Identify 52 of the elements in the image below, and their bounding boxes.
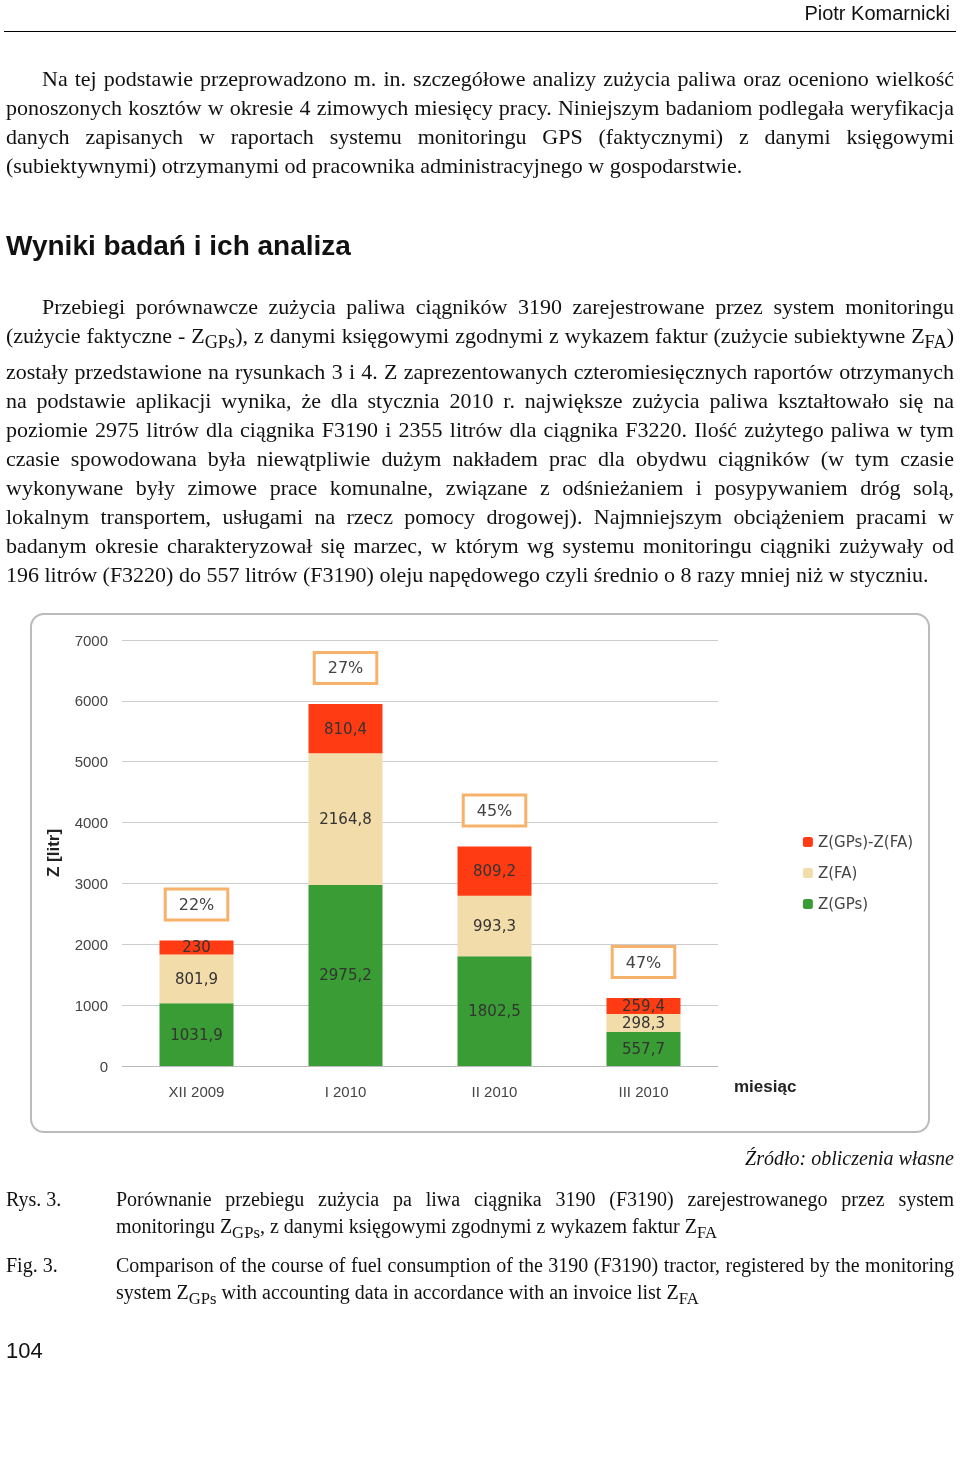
text: 104 (6, 1338, 44, 1365)
data-label: 1802,5 (468, 1002, 521, 1021)
data-label: 2164,8 (319, 810, 372, 829)
bar (606, 1032, 681, 1067)
y-tick-label: 1000 (74, 997, 108, 1015)
annotation: 47% (625, 953, 662, 973)
bar (457, 956, 532, 1067)
y-tick-label: 7000 (74, 631, 108, 649)
bar (457, 847, 532, 897)
data-label: 810,4 (324, 719, 367, 738)
legend-label: Z(GPs)-Z(FA) (817, 833, 913, 852)
data-label: 809,2 (473, 862, 516, 881)
annotation: 27% (327, 658, 364, 678)
bar (308, 753, 383, 886)
text: Porównanie przebiegu zużycia pa liwa ciągnika 3190 (F3190) zarejestrowanego przez system monitoringu Z$_{GPs}$, z danymi księgowymi zgodnymi z wykazem faktur Z$_{FA}$ (116, 1187, 954, 1245)
caption: Fig. 3. (6, 1253, 59, 1279)
text: Źródło: obliczenia własne (744, 1147, 954, 1171)
data-label: 1031,9 (170, 1025, 223, 1044)
annotation: 22% (178, 895, 215, 915)
x-axis-title: miesiąc (734, 1077, 797, 1097)
data-label: 993,3 (473, 917, 516, 936)
legend-label: Z(FA) (817, 864, 858, 883)
y-tick-label: 5000 (74, 753, 108, 771)
data-label: 557,7 (622, 1040, 665, 1059)
text: Na tej podstawie przeprowadzono m. in. szczegółowe analizy zużycia paliwa oraz oceniono wielkość ponoszonych kosztów w okresie 4 zimowych miesięcy pracy. Niniejszym badaniom podlegała weryfikacja danych zapisanych w raportach systemu monitoringu GPS (faktycznymi) z danymi księgowymi (subiektywnymi) otrzymanymi od pracownika administracyjnego w gospodarstwie. (6, 65, 954, 180)
legend-label: Z(GPs) (817, 895, 869, 914)
y-tick-label: 0 (99, 1057, 108, 1075)
data-label: 801,9 (175, 970, 218, 989)
annotation: 45% (476, 801, 513, 821)
y-axis-title: Z [litr] (44, 829, 63, 878)
bar (308, 704, 383, 754)
text: Comparison of the course of fuel consumption of the 3190 (F3190) tractor, registered by the monitoring system Z$_{GPs}$ with accounting data in accordance with an invoice list Z$_{FA}$ (116, 1253, 954, 1311)
data-label: 259,4 (622, 997, 665, 1016)
y-tick-label: 6000 (74, 692, 108, 710)
y-tick-label: 3000 (74, 875, 108, 893)
x-tick-label: II 2010 (471, 1083, 518, 1101)
text: Wyniki badań i ich analiza (6, 230, 352, 262)
bar (159, 954, 234, 1004)
bar (308, 885, 383, 1067)
y-tick-label: 4000 (74, 814, 108, 832)
data-label: 2975,2 (319, 966, 372, 985)
text: Piotr Komarnicki (4, 0, 956, 32)
x-tick-label: I 2010 (324, 1083, 367, 1101)
data-label: 298,3 (622, 1014, 665, 1033)
data-label: 230 (182, 938, 211, 957)
bar (159, 1003, 234, 1067)
text: Rys. 3. (6, 1187, 63, 1213)
text: Przebiegi porównawcze zużycia paliwa ciągników 3190 zarejestrowane przez system monitoringu (zużycie faktyczne - Z$_{GPs}$), z danymi księgowymi zgodnymi z wykazem faktur (zużycie subiektywne Z$_{FA}$) zostały przedstawione na rysunkach 3 i 4. Z zaprezentowanych czteromiesięcznych raportów otrzymanych na podstawie aplikacji wynika, że dla stycznia 2010 r. największe zużycia paliwa kształtowało się na poziomie 2975 litrów dla ciągnika F3190 i 2355 litrów dla ciągnika F3220. Ilość zużytego paliwa w tym czasie spowodowana była niewątpliwie dużym nakładem prac dla obydwu ciągników (w tym czasie wykonywane były zimowe prace komunalne, związane z odśnieżaniem i posypywaniem dróg solą, lokalnym transportem, usługami na rzecz pomocy drogowej). Najmniejszym obciążeniem pracami w badanym okresie charakteryzował się marzec, w którym wg systemu monitoringu ciągniki zużywały od 196 litrów (F3220) do 557 litrów (F3190) oleju napędowego czyli średnio o 8 razy mniej niż w styczniu. (6, 294, 954, 588)
y-tick-label: 2000 (74, 936, 108, 954)
x-tick-label: III 2010 (618, 1083, 669, 1101)
bar (457, 896, 532, 957)
x-tick-label: XII 2009 (168, 1083, 225, 1101)
